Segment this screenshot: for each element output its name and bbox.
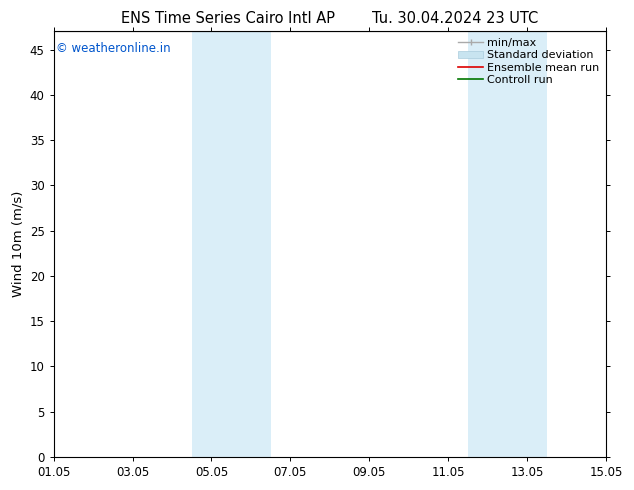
Text: © weatheronline.in: © weatheronline.in: [56, 42, 171, 55]
Y-axis label: Wind 10m (m/s): Wind 10m (m/s): [11, 191, 24, 297]
Bar: [191, 31, 271, 457]
Legend: min/max, Standard deviation, Ensemble mean run, Controll run: min/max, Standard deviation, Ensemble me…: [454, 34, 604, 89]
Bar: [468, 31, 547, 457]
Title: ENS Time Series Cairo Intl AP        Tu. 30.04.2024 23 UTC: ENS Time Series Cairo Intl AP Tu. 30.04.…: [121, 11, 538, 26]
